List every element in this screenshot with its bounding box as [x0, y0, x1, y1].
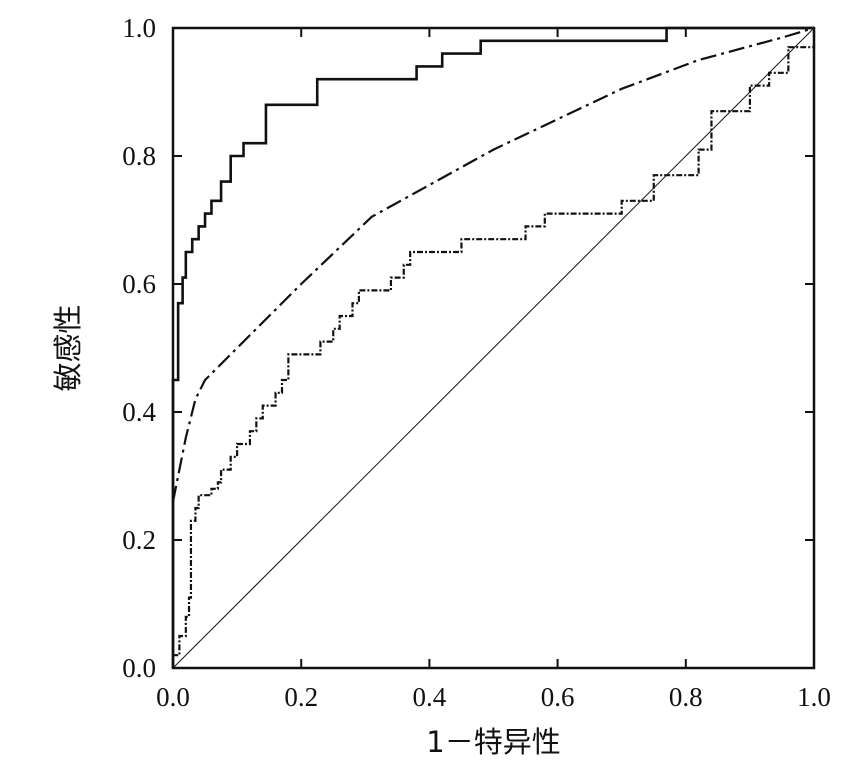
roc-curve-4 — [172, 27, 815, 669]
y-tick-label: 1.0 — [122, 13, 156, 43]
x-tick-label: 0.8 — [669, 682, 703, 712]
y-axis-title: 敏感性 — [51, 304, 85, 391]
x-tick-label: 0.2 — [284, 682, 318, 712]
x-axis-title: 1－特异性 — [426, 725, 560, 759]
x-tick-labels: 0.0 0.2 0.4 0.6 0.8 1.0 — [156, 682, 831, 712]
y-tick-label: 0.4 — [122, 397, 156, 427]
x-tick-label: 0.6 — [541, 682, 575, 712]
x-tick-label: 1.0 — [797, 682, 831, 712]
y-tick-label: 0.6 — [122, 269, 156, 299]
roc-curve-1 — [171, 26, 814, 668]
axis-ticks — [172, 27, 815, 669]
roc-curves — [171, 26, 816, 669]
y-tick-labels: 0.0 0.2 0.4 0.6 0.8 1.0 — [122, 13, 156, 683]
x-tick-label: 0.4 — [413, 682, 447, 712]
y-tick-label: 0.8 — [122, 141, 156, 171]
y-tick-label: 0.0 — [122, 653, 156, 683]
roc-curve-3 — [171, 28, 816, 668]
plot-frame — [171, 26, 816, 670]
y-tick-label: 0.2 — [122, 525, 156, 555]
roc-curve-2 — [171, 26, 815, 502]
x-tick-label: 0.0 — [156, 682, 190, 712]
